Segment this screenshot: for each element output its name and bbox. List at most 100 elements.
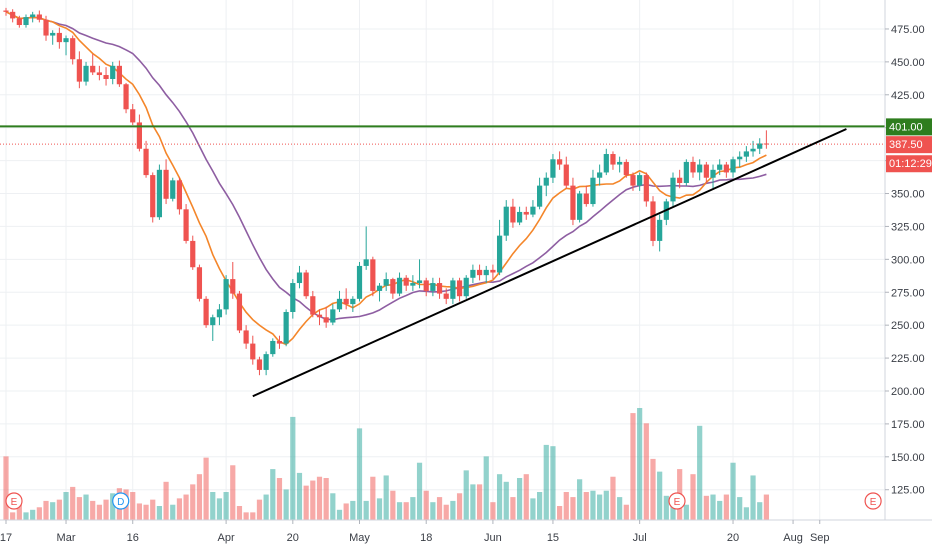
candle xyxy=(96,65,102,81)
price-badge-label: 01:12:29 xyxy=(889,158,932,170)
event-marker-circle xyxy=(864,492,882,510)
volume-bar xyxy=(617,497,623,520)
volume-bar xyxy=(383,475,389,520)
candle-body xyxy=(550,159,556,178)
volume-bar xyxy=(310,480,316,520)
candle-body xyxy=(370,259,376,291)
candle-body xyxy=(276,340,283,344)
candle xyxy=(36,10,42,23)
candle xyxy=(343,288,349,310)
candles xyxy=(3,7,769,376)
price-tick-label: 175.00 xyxy=(891,419,925,431)
volume-bar xyxy=(516,478,523,520)
candle xyxy=(350,296,356,312)
candle-body xyxy=(290,283,296,312)
candle xyxy=(276,335,283,349)
candle-body xyxy=(376,285,383,291)
candle-body xyxy=(750,148,756,152)
time-tick-label: 17 xyxy=(0,532,12,544)
candle xyxy=(577,190,583,223)
candle xyxy=(516,206,523,226)
candle xyxy=(463,275,469,299)
volume-bar xyxy=(423,490,429,520)
candle xyxy=(510,198,516,228)
candle xyxy=(610,151,616,170)
candle-body xyxy=(537,185,543,207)
candle-body xyxy=(623,161,629,176)
candle xyxy=(643,172,649,207)
volume-bar xyxy=(710,494,716,520)
candle xyxy=(316,309,323,326)
volume-bar xyxy=(150,499,156,520)
volume-bar xyxy=(430,502,436,520)
candle xyxy=(70,35,76,65)
candle-body xyxy=(490,269,496,273)
candle-body xyxy=(16,18,22,26)
candle xyxy=(123,82,129,114)
volume-bar xyxy=(476,484,483,520)
candle-body xyxy=(263,354,269,370)
candle-body xyxy=(223,279,229,310)
candle xyxy=(743,146,749,162)
candle xyxy=(290,279,296,319)
price-badge-label: 387.50 xyxy=(889,139,923,151)
candle-body xyxy=(250,343,256,360)
candle xyxy=(563,156,569,189)
volume-bar xyxy=(743,507,749,520)
candle xyxy=(403,275,409,291)
volume-bar xyxy=(610,476,616,520)
volume-bar xyxy=(183,494,189,520)
volume-bar xyxy=(110,493,116,520)
candle xyxy=(583,185,589,207)
candle-body xyxy=(637,175,643,186)
candle-body xyxy=(610,154,616,165)
candle-body xyxy=(190,240,196,268)
time-tick-label: Mar xyxy=(57,532,76,544)
candle-body xyxy=(350,298,356,305)
volume-bar xyxy=(256,499,263,520)
candle xyxy=(683,159,689,186)
candle xyxy=(723,161,729,178)
candle xyxy=(210,314,216,341)
volume-bar xyxy=(590,490,596,520)
volume-bar xyxy=(583,492,589,520)
candle xyxy=(23,14,29,28)
volume-bar xyxy=(10,512,16,520)
time-tick-label: Aug xyxy=(783,532,803,544)
volume-bar xyxy=(623,504,629,520)
event-marker: E xyxy=(864,492,882,510)
candle xyxy=(617,156,623,173)
volume-bar xyxy=(276,478,283,520)
price-badge-bg xyxy=(886,136,932,154)
volume-bar xyxy=(83,494,89,520)
volume-bar xyxy=(70,486,76,520)
candle xyxy=(637,172,643,191)
candle-body xyxy=(323,317,329,323)
volume-bar xyxy=(416,462,423,520)
candle-body xyxy=(496,235,503,273)
candle xyxy=(303,269,309,299)
candle xyxy=(243,325,249,349)
volume-bar xyxy=(463,470,469,520)
volume-bar xyxy=(156,506,163,520)
candle xyxy=(310,290,316,318)
candle-body xyxy=(270,340,276,355)
candle xyxy=(256,356,263,376)
candle xyxy=(383,272,389,291)
time-tick-label: Apr xyxy=(218,532,235,544)
candle-body xyxy=(403,277,409,286)
volume-bar xyxy=(316,476,323,520)
candle-body xyxy=(303,272,309,297)
candle-body xyxy=(76,59,82,82)
volume-bar xyxy=(443,504,449,520)
candle-body xyxy=(737,156,743,160)
price-tick-label: 350.00 xyxy=(891,189,925,201)
candle-body xyxy=(563,164,569,186)
candle-body xyxy=(256,359,263,370)
candle xyxy=(163,159,169,205)
candle-body xyxy=(143,148,149,176)
price-tick-label: 225.00 xyxy=(891,353,925,365)
